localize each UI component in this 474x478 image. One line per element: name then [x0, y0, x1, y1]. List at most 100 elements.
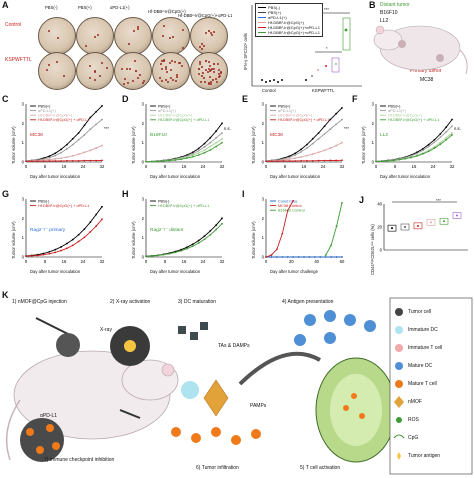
series-point [324, 256, 327, 258]
series-point [186, 247, 188, 250]
panel-tag: Rag2⁻/⁻ distant [150, 227, 184, 233]
series-point [77, 240, 80, 243]
elispot-spot [128, 67, 131, 70]
legend-item-mature-dc: Mature DC [408, 363, 433, 369]
series-point [101, 218, 103, 221]
elispot-spot [126, 68, 129, 71]
series-point [145, 160, 147, 163]
elispot-spot [204, 59, 207, 62]
elispot-spot [212, 78, 215, 81]
elispot-spot [207, 68, 210, 71]
series-point [197, 147, 200, 150]
x-tick-label: 16 [182, 259, 187, 264]
series-point [392, 159, 395, 162]
elispot-spot [212, 70, 215, 73]
series-point [341, 118, 343, 121]
data-point [430, 221, 432, 224]
series-point [292, 256, 295, 258]
elispot-spot [159, 62, 162, 65]
series-line [25, 119, 103, 162]
elispot-spot [167, 81, 170, 84]
elispot-spot [137, 76, 140, 79]
legend-label: αPD-L1(+) [158, 109, 176, 113]
series-point [329, 147, 332, 149]
series-point [197, 149, 200, 152]
tumor-plot-g: 0 1 2 3 0 8 16 24 32 PBS(-)Hf-DBB²-Ir@CpG(+) + αP… [22, 197, 105, 265]
series-point [427, 150, 430, 153]
elispot-spot [97, 33, 100, 36]
series-point [209, 233, 212, 236]
x-tick-label: 16 [302, 164, 307, 169]
legend-label: Hf-DBB²-Ir@CpG(+) + αPD-L1 [158, 204, 209, 208]
elispot-spot [135, 70, 138, 73]
elispot-spot [93, 69, 96, 72]
series-point [335, 112, 338, 115]
series-point [306, 159, 308, 162]
tumor-panel-d: D Tumor volume (cm³) Day after tumor inocu… [122, 94, 244, 188]
y-tick-label: 0 [22, 160, 25, 165]
elispot-spot [173, 61, 176, 64]
tumor-panel-h: H Tumor volume (cm³) Day after tumor inocu… [122, 189, 244, 283]
panel-a-sig2: * [326, 46, 328, 51]
series-point [89, 149, 92, 152]
series-point [341, 141, 343, 144]
x-tick-label: 16 [412, 164, 417, 169]
elispot-spot [201, 66, 204, 69]
y-tick-label: 1 [142, 235, 145, 240]
series-point [89, 221, 92, 224]
elispot-well [114, 17, 152, 55]
tumor-xlabel: Day after tumor inoculation [30, 174, 81, 179]
elispot-spot [220, 72, 223, 75]
series-point [83, 228, 86, 230]
series-point [319, 256, 322, 258]
elispot-spot [93, 70, 96, 73]
elispot-spot [127, 81, 130, 84]
y-tick-label: 3 [372, 102, 375, 107]
series-point [197, 154, 200, 156]
series-point [410, 154, 412, 157]
series-point [286, 209, 289, 212]
panel-label-h: H [122, 189, 129, 199]
series-point [95, 159, 98, 162]
box [413, 222, 423, 230]
primary-tumor-label: Primary tumor [410, 68, 442, 74]
series-point [451, 132, 453, 134]
series-point [445, 131, 448, 133]
series-line [145, 218, 223, 257]
series-point [197, 242, 200, 244]
legend-label: Hf-DBB²-Ir@CpG(+) [278, 114, 313, 118]
series-point [203, 151, 206, 154]
series-point [54, 160, 57, 162]
y-tick-label: 1 [372, 140, 375, 145]
elispot-spot [208, 75, 211, 78]
legend-label: B16F10 Control [278, 209, 305, 213]
y-tick-label: 0 [262, 160, 265, 165]
series-point [288, 160, 291, 162]
series-point [445, 138, 448, 141]
elispot-spot [100, 62, 103, 65]
series-line [25, 206, 103, 257]
series-point [203, 235, 206, 238]
series-point [48, 156, 51, 159]
series-point [335, 144, 338, 147]
series-point [77, 138, 80, 141]
series-point [215, 130, 218, 132]
series-point [306, 147, 308, 149]
series-point [101, 105, 103, 107]
legend-label: MC38 Control [278, 204, 302, 208]
x-tick-label: 16 [62, 259, 67, 264]
step-6: 6) Tumor infiltration [196, 465, 239, 471]
step-7: 7) Immune checkpoint inhibition [44, 457, 115, 463]
series-point [77, 159, 80, 162]
panel-label-j: J [359, 195, 365, 205]
panel-a-xtick-kspwfttl: KSPWFTTL [312, 88, 335, 93]
series-point [60, 148, 62, 151]
elispot-spot [47, 29, 50, 32]
elispot-spot [143, 79, 146, 82]
series-point [145, 255, 147, 258]
elispot-spot [201, 71, 204, 74]
series-point [203, 142, 206, 145]
panel-tag: LL2 [380, 132, 388, 138]
tumor-xlabel: Day after tumor inoculation [150, 269, 201, 274]
series-point [186, 157, 188, 160]
